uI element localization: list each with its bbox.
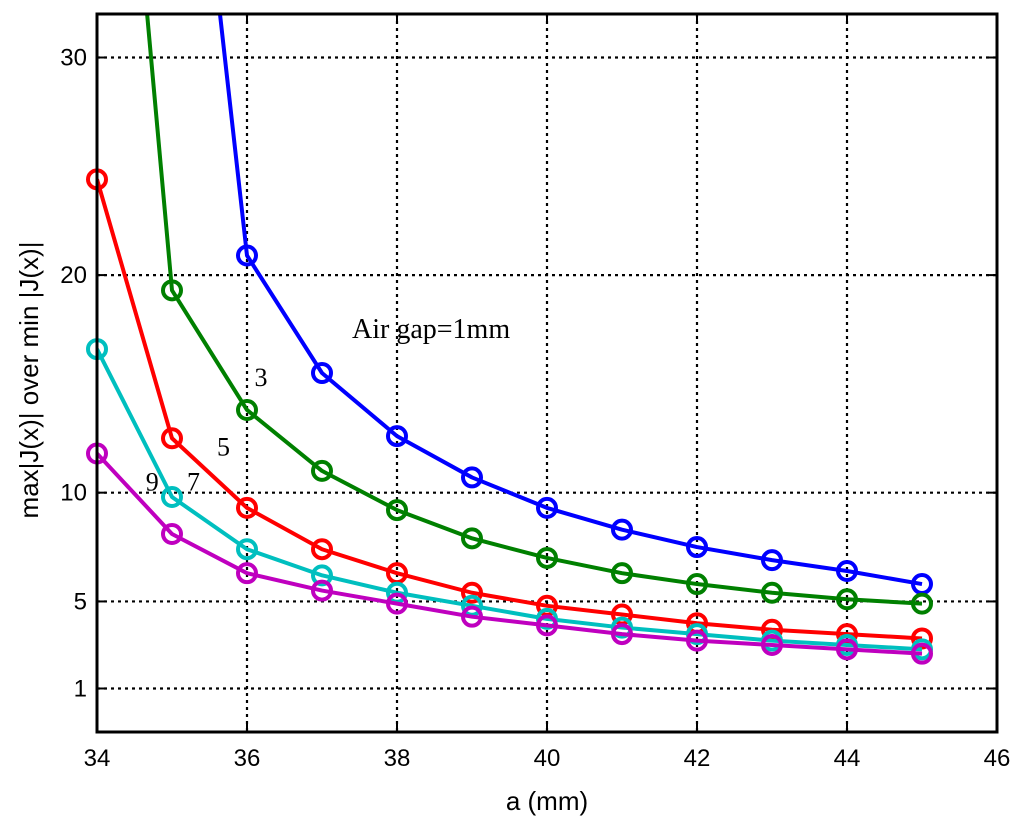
x-tick-label: 44	[834, 745, 861, 772]
data-point	[536, 546, 558, 569]
x-axis-title: a (mm)	[506, 786, 588, 816]
data-point	[611, 623, 633, 646]
data-point	[236, 244, 258, 267]
series-line	[97, 178, 923, 641]
x-tick-label: 46	[984, 745, 1011, 772]
data-point	[461, 527, 483, 550]
data-point	[461, 605, 483, 628]
data-point	[686, 629, 708, 652]
series-2	[145, 14, 933, 615]
annotation-label: 7	[187, 467, 200, 496]
series-1	[217, 14, 933, 596]
data-point	[311, 459, 333, 482]
series-line	[97, 348, 923, 652]
series-3	[86, 168, 933, 650]
data-point	[161, 486, 183, 509]
y-tick-label: 10	[60, 480, 87, 507]
data-point	[686, 573, 708, 596]
x-tick-label: 40	[534, 745, 561, 772]
data-point	[836, 559, 858, 582]
data-point	[236, 398, 258, 421]
data-point	[536, 496, 558, 519]
series-4	[86, 338, 933, 661]
data-point	[536, 607, 558, 630]
data-point	[161, 427, 183, 450]
data-point	[836, 638, 858, 661]
grid-lines	[97, 14, 997, 732]
data-point	[611, 562, 633, 585]
annotation-label: 5	[217, 433, 230, 462]
x-tick-label: 36	[234, 745, 261, 772]
data-point	[536, 614, 558, 637]
y-axis-title: max|J(x)| over min |J(x)|	[14, 242, 44, 519]
axis-ticks: 34 36 38 40 42 44 46 1 5 10 20 30	[60, 14, 1010, 772]
data-point	[761, 549, 783, 572]
data-point	[761, 633, 783, 656]
data-point	[686, 536, 708, 559]
data-point	[311, 564, 333, 587]
y-tick-label: 20	[60, 262, 87, 289]
data-point	[611, 616, 633, 639]
annotations: Air gap=1mm 3 579	[146, 314, 511, 496]
data-point	[386, 592, 408, 615]
data-point	[311, 362, 333, 384]
y-tick-label: 5	[74, 588, 87, 615]
data-point	[911, 592, 933, 615]
data-point	[311, 538, 333, 561]
data-point	[611, 518, 633, 541]
series-line	[145, 14, 923, 606]
data-point	[461, 466, 483, 489]
data-point	[686, 623, 708, 646]
annotation-label: 3	[255, 363, 268, 392]
data-point	[311, 579, 333, 602]
data-point	[236, 496, 258, 519]
data-point	[236, 538, 258, 561]
annotation-label: Air gap=1mm	[352, 314, 510, 345]
data-point	[161, 279, 183, 302]
x-tick-label: 34	[84, 745, 111, 772]
annotation-label: 9	[146, 467, 159, 496]
x-tick-label: 38	[384, 745, 411, 772]
data-point	[161, 523, 183, 546]
y-tick-label: 1	[74, 675, 87, 702]
series-line	[97, 452, 923, 656]
data-point	[386, 425, 408, 448]
data-point	[461, 581, 483, 604]
data-point	[911, 642, 933, 665]
data-point	[236, 562, 258, 585]
y-tick-label: 30	[60, 45, 87, 72]
data-point	[836, 588, 858, 611]
series-line	[217, 14, 923, 587]
x-tick-label: 42	[684, 745, 711, 772]
data-point	[761, 581, 783, 604]
data-point	[386, 499, 408, 522]
